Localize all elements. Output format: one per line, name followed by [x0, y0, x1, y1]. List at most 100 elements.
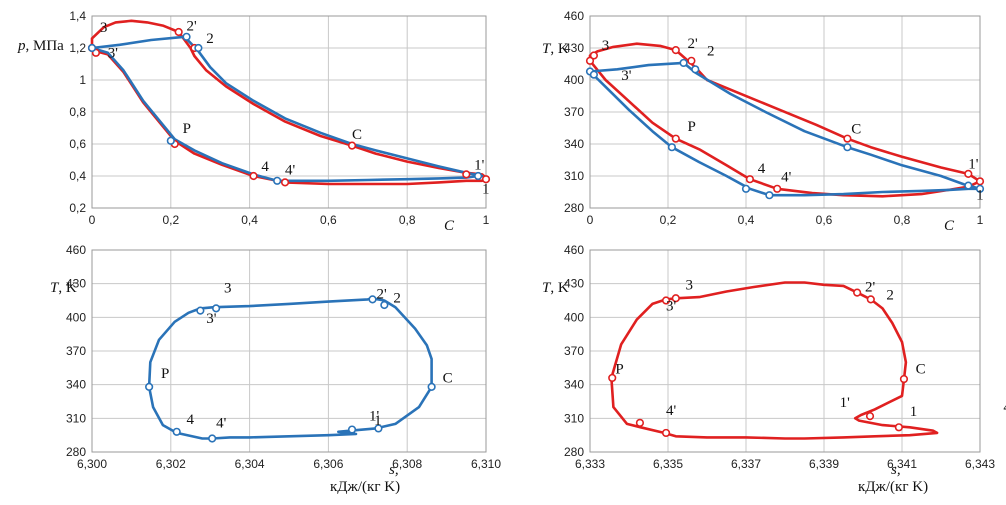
y-tick-label: 1	[79, 73, 86, 87]
y-tick-label: 280	[564, 201, 584, 215]
y-tick-label: 460	[564, 243, 584, 257]
state-point-marker	[87, 43, 97, 53]
state-point-marker	[853, 288, 862, 297]
x-tick-label: 6,333	[575, 457, 605, 471]
state-point-label: 3'	[206, 311, 217, 327]
y-tick-label: 430	[564, 277, 584, 291]
state-point-marker	[194, 43, 203, 53]
state-point-marker	[635, 418, 645, 427]
y-tick-label: 310	[66, 411, 86, 425]
x-tick-label: 0,4	[738, 213, 755, 227]
state-point-marker	[964, 181, 973, 190]
x-tick-label: 6,300	[77, 457, 107, 471]
state-point-marker	[765, 191, 774, 200]
state-point-label: 2'	[688, 36, 699, 52]
y-tick-label: 340	[66, 378, 86, 392]
x-tick-label: 1	[483, 213, 490, 227]
state-point-marker	[741, 184, 751, 193]
state-point-marker	[166, 136, 175, 145]
state-point-marker	[347, 425, 357, 434]
series-line-blue	[90, 35, 484, 183]
state-point-label: 3'	[666, 299, 677, 315]
y-tick-label: 400	[66, 310, 86, 324]
series-line-red	[90, 19, 488, 186]
state-point-marker	[975, 184, 985, 193]
state-point-label: 3	[224, 281, 232, 297]
state-point-marker	[212, 304, 221, 313]
state-point-marker	[691, 65, 700, 74]
state-point-label: 3'	[621, 68, 632, 84]
y-tick-label: 370	[564, 344, 584, 358]
state-point-label: 2'	[865, 280, 876, 296]
y-tick-label: 430	[66, 277, 86, 291]
chart-Ts_red: 6,333 6,335 6,337 6,339 6,341 6,343 280 310 340 3…	[542, 243, 1006, 495]
y-tick-label: 310	[564, 169, 584, 183]
state-point-marker	[773, 184, 782, 193]
state-point-label: 4'	[666, 403, 677, 419]
state-point-label: P	[688, 119, 696, 135]
plot-frame	[91, 249, 487, 453]
state-point-label: 1'	[474, 158, 485, 174]
state-point-label: 3	[686, 277, 694, 293]
y-axis-label: T, K	[50, 280, 77, 296]
chart-TC: 0 0,2 0,4 0,6 0,8 1 280 310 340 370 400 430 460 T, K C…	[542, 9, 985, 234]
x-axis-unit-label: кДж/(кг K)	[330, 479, 400, 495]
chart-pC: 0 0,2 0,4 0,6 0,8 10,20,40,60,811,21,4p, МПаC…	[17, 9, 491, 234]
x-tick-label: 0,8	[894, 213, 911, 227]
state-point-marker	[427, 382, 436, 392]
state-point-marker	[172, 427, 181, 436]
plot-frame	[91, 15, 487, 209]
y-tick-label: 0,6	[69, 137, 86, 151]
x-tick-label: 6,335	[653, 457, 683, 471]
state-point-marker	[368, 295, 377, 304]
state-point-marker	[589, 70, 599, 79]
y-tick-label: 0,4	[69, 169, 86, 183]
state-point-marker	[899, 374, 909, 384]
state-point-marker	[585, 56, 595, 65]
x-tick-label: 0	[587, 213, 594, 227]
x-axis-unit-label: кДж/(кг K)	[858, 479, 928, 495]
y-tick-label: 400	[564, 73, 584, 87]
state-point-label: 3	[602, 38, 610, 54]
state-point-marker	[671, 46, 680, 55]
state-point-marker	[866, 295, 875, 304]
x-tick-label: 0	[89, 213, 96, 227]
state-point-label: 1	[976, 187, 984, 203]
state-point-marker	[273, 176, 282, 185]
x-axis-label: s,	[891, 462, 901, 478]
y-axis-label: p, МПа	[17, 38, 64, 54]
state-point-label: 4	[261, 159, 269, 175]
state-point-label: 2'	[376, 286, 387, 302]
state-point-label: 4'	[285, 162, 296, 178]
state-point-label: 1'	[968, 157, 979, 173]
y-tick-label: 370	[564, 105, 584, 119]
chart-Ts_blue: 6,300 6,302 6,304 6,306 6,308 6,310 280 310 340 3…	[50, 243, 501, 495]
x-axis-label: C	[444, 218, 455, 234]
state-point-label: C	[443, 370, 453, 386]
state-point-marker	[196, 306, 205, 315]
series-line-red	[610, 281, 939, 440]
state-point-label: 3'	[108, 46, 119, 62]
x-tick-label: 0,8	[399, 213, 416, 227]
x-tick-label: 6,310	[471, 457, 501, 471]
state-point-label: P	[183, 121, 191, 137]
x-tick-label: 6,341	[887, 457, 917, 471]
state-point-marker	[481, 175, 491, 184]
y-tick-label: 370	[66, 344, 86, 358]
state-point-label: 1	[482, 182, 490, 198]
y-tick-label: 400	[564, 310, 584, 324]
state-point-marker	[661, 296, 671, 305]
state-point-marker	[661, 428, 671, 438]
state-point-label: 1	[910, 404, 918, 420]
state-point-label: 3	[100, 20, 108, 36]
state-point-label: C	[352, 127, 362, 143]
state-point-marker	[589, 51, 599, 60]
state-point-label: 4	[758, 161, 766, 177]
state-point-marker	[865, 411, 875, 421]
y-tick-label: 460	[66, 243, 86, 257]
x-tick-label: 6,343	[965, 457, 995, 471]
state-point-label: 2'	[187, 18, 198, 34]
x-tick-label: 6,339	[809, 457, 839, 471]
x-tick-label: 0,6	[320, 213, 337, 227]
